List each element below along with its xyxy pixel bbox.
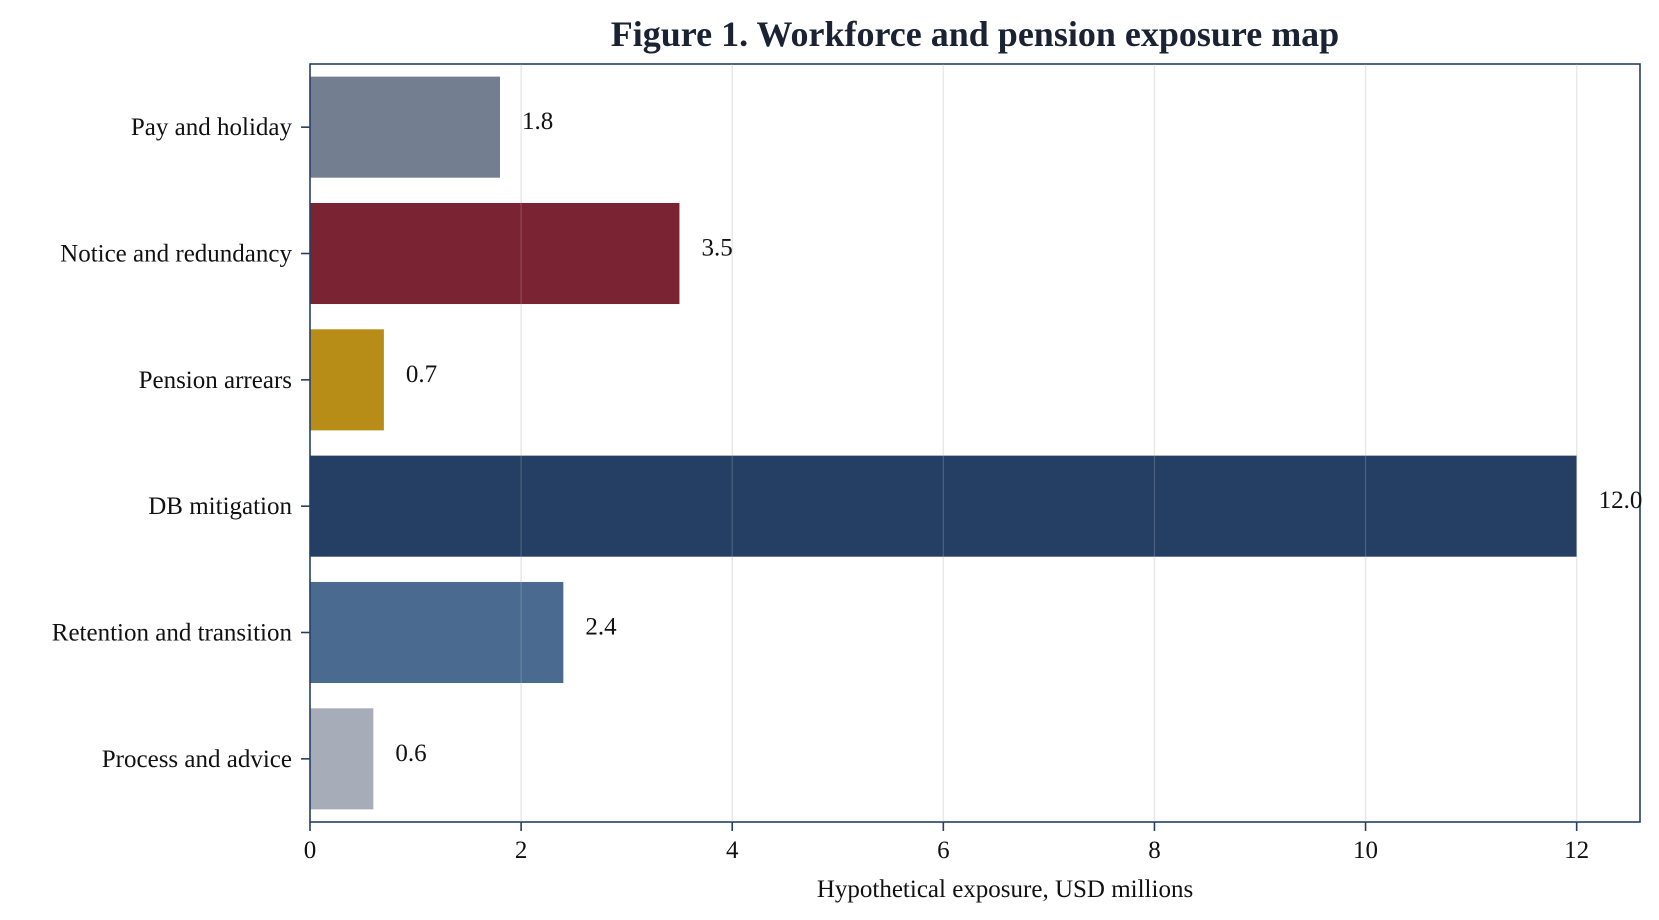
bar (310, 708, 374, 810)
x-tick-label: 6 (937, 837, 950, 864)
y-tick-label: Notice and redundancy (60, 241, 292, 268)
y-tick-label: Pay and holiday (131, 114, 293, 141)
data-label: 2.4 (585, 614, 617, 641)
x-tick-label: 12 (1564, 837, 1589, 864)
x-tick-label: 8 (1148, 837, 1161, 864)
x-axis-label: Hypothetical exposure, USD millions (817, 876, 1193, 903)
gridlines (520, 64, 1578, 822)
data-label: 0.7 (406, 361, 437, 388)
x-tick-label: 10 (1353, 837, 1378, 864)
bar (310, 329, 384, 431)
data-labels: 1.8 3.5 0.7 12.0 2.4 0.6 (395, 64, 1642, 822)
axis-ticks: 0 2 4 6 8 10 12 Pay and holiday Notice and redun… (52, 114, 1589, 864)
plot-frame (309, 63, 1641, 823)
x-tick-label: 0 (304, 837, 317, 864)
data-label: 1.8 (522, 108, 553, 135)
data-label: 0.6 (395, 740, 426, 767)
y-tick-label: Pension arrears (139, 367, 292, 394)
chart-title: Figure 1. Workforce and pension exposure… (611, 14, 1339, 54)
y-tick-label: Retention and transition (52, 620, 293, 647)
bar (310, 202, 680, 305)
bar (310, 581, 564, 684)
x-tick-label: 2 (515, 837, 528, 864)
data-label: 3.5 (701, 235, 732, 262)
bar (310, 76, 500, 178)
y-tick-label: Process and advice (102, 746, 292, 773)
bars (310, 76, 1577, 810)
y-tick-label: DB mitigation (148, 493, 292, 520)
bar (310, 455, 1577, 557)
x-tick-label: 4 (726, 837, 739, 864)
data-label: 12.0 (1599, 487, 1643, 514)
